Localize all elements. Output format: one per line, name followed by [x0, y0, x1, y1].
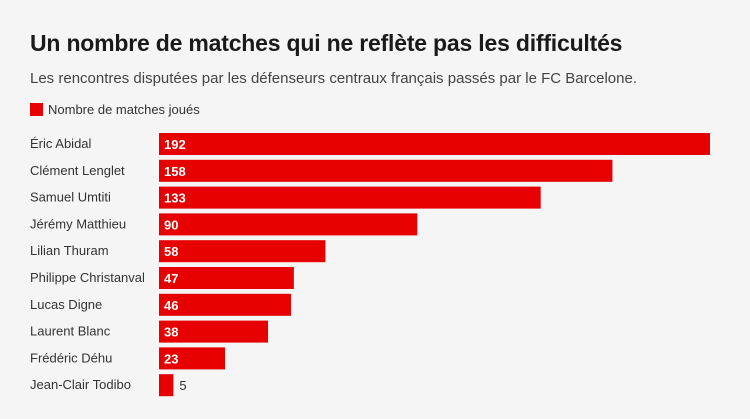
category-label: Jean-Clair Todibo — [30, 377, 131, 392]
category-label: Laurent Blanc — [30, 324, 111, 339]
bar — [159, 213, 418, 236]
data-label: 192 — [164, 137, 186, 152]
data-label: 46 — [164, 298, 178, 313]
page-subtitle: Les rencontres disputées par les défense… — [30, 70, 637, 87]
category-label: Samuel Umtiti — [30, 190, 111, 205]
data-label: 38 — [164, 325, 178, 340]
bar — [159, 374, 174, 397]
category-label: Clément Lenglet — [30, 163, 125, 178]
data-label: 47 — [164, 271, 178, 286]
category-label: Philippe Christanval — [30, 270, 145, 285]
bar — [159, 267, 294, 289]
data-label: 90 — [164, 217, 178, 232]
category-label: Frédéric Déhu — [30, 350, 112, 365]
data-label: 158 — [164, 164, 186, 179]
bar — [159, 320, 269, 343]
bar — [159, 186, 541, 209]
page-title: Un nombre de matches qui ne reflète pas … — [30, 30, 623, 56]
data-label: 133 — [164, 191, 186, 206]
data-label: 5 — [179, 378, 186, 393]
bar — [159, 159, 613, 182]
legend-swatch — [30, 103, 43, 116]
legend: Nombre de matches joués — [30, 102, 200, 117]
bar — [159, 293, 292, 316]
category-label: Lilian Thuram — [30, 243, 109, 258]
bar — [159, 133, 710, 155]
category-label: Jérémy Matthieu — [30, 216, 126, 231]
legend-label: Nombre de matches joués — [48, 102, 200, 117]
bar — [159, 347, 226, 370]
data-label: 23 — [164, 351, 178, 366]
category-label: Lucas Digne — [30, 297, 102, 312]
bar — [159, 240, 326, 263]
category-label: Éric Abidal — [30, 136, 92, 151]
data-label: 58 — [164, 244, 178, 259]
